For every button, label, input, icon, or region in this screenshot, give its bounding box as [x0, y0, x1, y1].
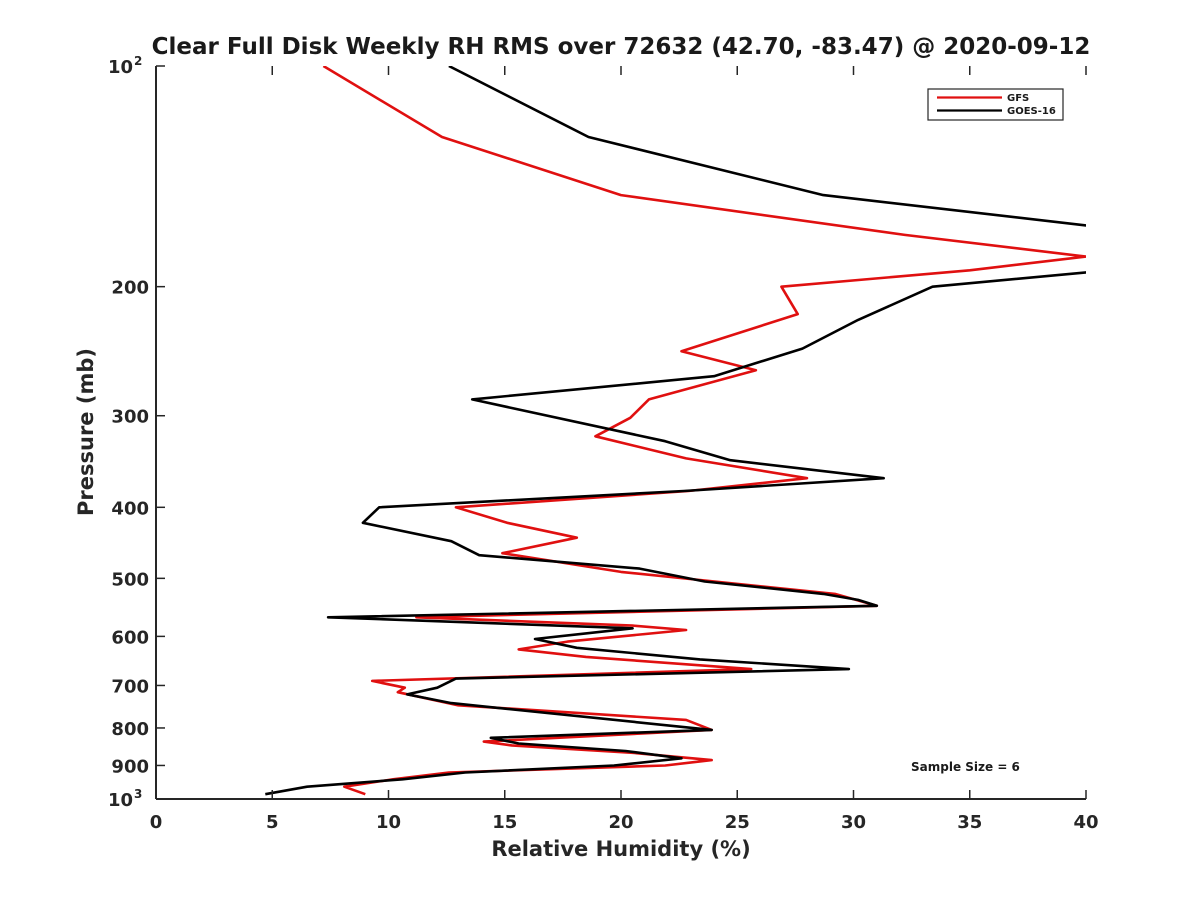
y-tick-label-base: 10 — [108, 790, 133, 811]
y-tick-label: 700 — [111, 676, 149, 697]
y-tick-label: 900 — [111, 756, 149, 777]
y-tick-label-exponent: 3 — [134, 787, 142, 801]
y-tick-label: 800 — [111, 719, 149, 740]
y-tick-label: 300 — [111, 407, 149, 428]
legend-label-goes16: GOES-16 — [1007, 106, 1056, 117]
series-line-gfs — [322, 66, 1086, 796]
series-line-goes-16 — [265, 66, 1086, 796]
y-axis-label: Pressure (mb) — [74, 348, 98, 516]
y-tick-label: 500 — [111, 569, 149, 590]
legend-box — [927, 88, 1064, 121]
x-ticks: 0 5 10 15 20 25 30 35 40 — [150, 66, 1099, 833]
y-tick-label: 200 — [111, 278, 149, 299]
x-tick-label: 10 — [376, 812, 401, 833]
y-tick-label-exponent: 2 — [134, 54, 142, 68]
x-axis-label: Relative Humidity (%) — [491, 837, 750, 861]
x-tick-label: 20 — [608, 812, 633, 833]
x-tick-label: 15 — [492, 812, 517, 833]
sample-size-annotation: Sample Size = 6 — [911, 760, 1020, 774]
x-tick-label: 0 — [150, 812, 163, 833]
legend: GFS GOES-16 — [927, 88, 1064, 121]
x-tick-label: 40 — [1073, 812, 1098, 833]
x-tick-label: 5 — [266, 812, 279, 833]
chart-title: Clear Full Disk Weekly RH RMS over 72632… — [152, 34, 1091, 60]
x-tick-label: 30 — [841, 812, 866, 833]
y-tick-label-base: 10 — [108, 57, 133, 78]
y-tick-label: 400 — [111, 498, 149, 519]
x-tick-label: 35 — [957, 812, 982, 833]
series-layer — [265, 66, 1086, 796]
y-tick-label: 600 — [111, 627, 149, 648]
x-tick-label: 25 — [725, 812, 750, 833]
legend-label-gfs: GFS — [1007, 93, 1029, 104]
